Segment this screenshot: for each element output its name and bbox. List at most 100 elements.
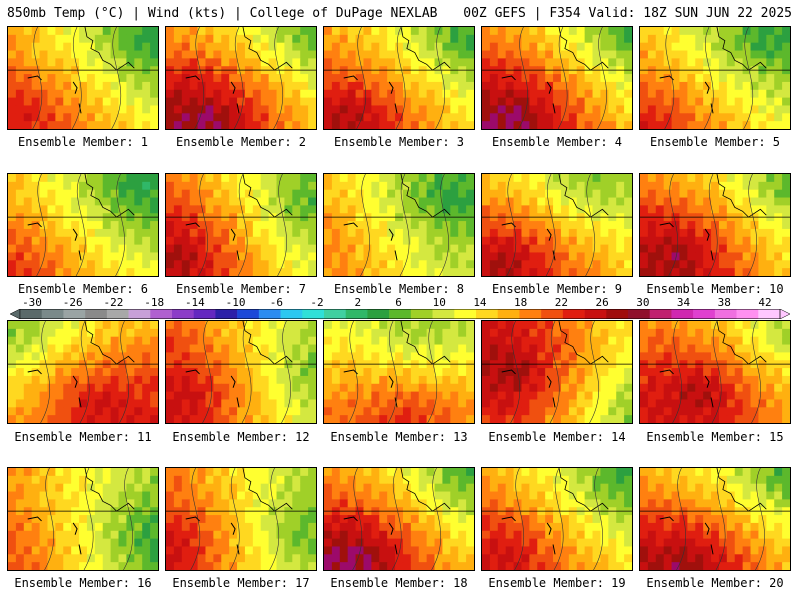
member-label: Ensemble Member: 11 bbox=[14, 430, 152, 444]
ensemble-panel[interactable] bbox=[7, 26, 159, 130]
member-label: Ensemble Member: 9 bbox=[491, 282, 623, 296]
temperature-map bbox=[8, 321, 158, 423]
colorbar-segment bbox=[345, 309, 368, 319]
ensemble-panel[interactable] bbox=[7, 173, 159, 277]
height-contour bbox=[79, 321, 90, 423]
ensemble-panel[interactable] bbox=[639, 320, 791, 424]
colorbar-tick-label: 2 bbox=[354, 296, 362, 309]
colorbar-segment bbox=[193, 309, 216, 319]
ensemble-panel[interactable] bbox=[323, 320, 475, 424]
coastline bbox=[716, 321, 767, 365]
ensemble-panel[interactable] bbox=[481, 173, 633, 277]
colorbar-segment bbox=[258, 309, 281, 319]
coastline bbox=[716, 27, 767, 71]
member-label: Ensemble Member: 5 bbox=[649, 135, 781, 149]
ensemble-panel[interactable] bbox=[481, 26, 633, 130]
height-contour bbox=[711, 321, 722, 423]
colorbar-segment bbox=[367, 309, 390, 319]
colorbar-tick-label: 22 bbox=[554, 296, 568, 309]
ensemble-panel[interactable] bbox=[639, 26, 791, 130]
ensemble-panel[interactable] bbox=[165, 173, 317, 277]
height-contour bbox=[431, 468, 441, 570]
height-contour bbox=[356, 27, 366, 129]
member-label: Ensemble Member: 17 bbox=[172, 576, 310, 590]
ensemble-panel[interactable] bbox=[7, 320, 159, 424]
height-contour bbox=[281, 321, 291, 423]
colorbar-segment bbox=[714, 309, 737, 319]
colorbar-tick-label: -18 bbox=[144, 296, 165, 309]
coastline bbox=[242, 174, 293, 218]
temperature-map bbox=[324, 174, 474, 276]
height-contour bbox=[115, 174, 125, 276]
height-contour bbox=[664, 27, 675, 129]
ensemble-panel[interactable] bbox=[323, 467, 475, 571]
colorbar-tick-label: 6 bbox=[395, 296, 402, 309]
height-contour bbox=[743, 27, 754, 129]
colorbar-min-arrow bbox=[10, 309, 21, 319]
temperature-map bbox=[324, 468, 474, 570]
coastline bbox=[400, 174, 451, 218]
colorbar-tick-label: 14 bbox=[473, 296, 487, 309]
coastline bbox=[84, 468, 135, 512]
member-label: Ensemble Member: 8 bbox=[333, 282, 465, 296]
ensemble-panel[interactable] bbox=[639, 467, 791, 571]
colorbar-segment bbox=[128, 309, 151, 319]
ensemble-panel[interactable] bbox=[481, 467, 633, 571]
colorbar-tick-label: 18 bbox=[514, 296, 528, 309]
colorbar-segment bbox=[63, 309, 86, 319]
coastline bbox=[558, 27, 609, 71]
member-label: Ensemble Member: 18 bbox=[330, 576, 468, 590]
height-contour bbox=[32, 27, 43, 129]
colorbar-tick-label: -22 bbox=[103, 296, 124, 309]
height-contour bbox=[391, 468, 402, 570]
colorbar-segment bbox=[562, 309, 585, 319]
ensemble-panel[interactable] bbox=[165, 26, 317, 130]
coastline bbox=[716, 468, 767, 512]
colorbar-segment bbox=[497, 309, 520, 319]
height-contour bbox=[703, 27, 714, 129]
colorbar-segment bbox=[237, 309, 260, 319]
ensemble-panel[interactable] bbox=[165, 320, 317, 424]
coastline bbox=[400, 27, 451, 71]
height-contour bbox=[510, 321, 521, 423]
temperature-map bbox=[166, 468, 316, 570]
colorbar-tick-label: 10 bbox=[432, 296, 446, 309]
member-label: Ensemble Member: 3 bbox=[333, 135, 465, 149]
height-contour bbox=[427, 321, 438, 423]
colorbar-segment bbox=[41, 309, 64, 319]
height-contour bbox=[593, 468, 603, 570]
ensemble-panel[interactable] bbox=[7, 467, 159, 571]
height-contour bbox=[123, 468, 133, 570]
height-contour bbox=[589, 321, 599, 423]
colorbar-segment bbox=[150, 309, 173, 319]
temperature-map bbox=[482, 27, 632, 129]
ensemble-panel[interactable] bbox=[639, 173, 791, 277]
height-contour bbox=[194, 27, 205, 129]
ensemble-panel[interactable] bbox=[165, 467, 317, 571]
height-contour bbox=[83, 468, 94, 570]
colorbar-tick-label: 34 bbox=[676, 296, 691, 309]
colorbar-segment bbox=[693, 309, 716, 319]
colorbar-tick-label: -10 bbox=[225, 296, 246, 309]
temperature-map bbox=[482, 174, 632, 276]
member-label: Ensemble Member: 14 bbox=[488, 430, 626, 444]
colorbar-segment bbox=[454, 309, 477, 319]
colorbar-segment bbox=[324, 309, 347, 319]
height-contour bbox=[545, 174, 556, 276]
coastline bbox=[558, 468, 609, 512]
colorbar-max-arrow bbox=[779, 309, 790, 319]
height-contour bbox=[435, 27, 445, 129]
height-contour bbox=[273, 27, 283, 129]
height-contour bbox=[676, 468, 686, 570]
temperature-map bbox=[324, 321, 474, 423]
temperature-map bbox=[8, 174, 158, 276]
colorbar-segment bbox=[302, 309, 325, 319]
ensemble-panel[interactable] bbox=[481, 320, 633, 424]
height-contour bbox=[75, 174, 86, 276]
ensemble-panel[interactable] bbox=[323, 26, 475, 130]
colorbar-tick-label: -2 bbox=[310, 296, 324, 309]
height-contour bbox=[44, 468, 54, 570]
coastline bbox=[84, 174, 135, 218]
ensemble-panel[interactable] bbox=[323, 173, 475, 277]
member-label: Ensemble Member: 20 bbox=[646, 576, 784, 590]
